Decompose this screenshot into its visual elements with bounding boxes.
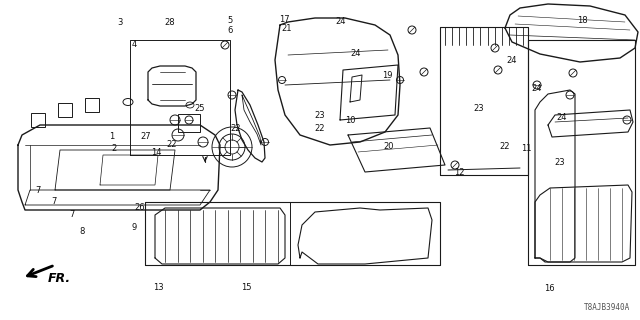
Text: 19: 19 [382,71,392,80]
Text: 24: 24 [350,49,360,58]
Text: 11: 11 [521,144,531,153]
Bar [178,114,200,132]
Text: 3: 3 [118,18,123,27]
Text: 24: 24 [507,56,517,65]
Text: 21: 21 [282,24,292,33]
Text: 16: 16 [544,284,554,293]
Text: 7: 7 [52,197,57,206]
Text: 28: 28 [164,18,175,27]
Text: 24: 24 [557,113,567,122]
Text: 20: 20 [384,142,394,151]
Text: 23: 23 [474,104,484,113]
Text: 6: 6 [228,26,233,35]
Text: 25: 25 [195,104,205,113]
Text: 26: 26 [134,203,145,212]
Text: 2: 2 [111,144,116,153]
Text: 27: 27 [141,132,151,141]
Text: 9: 9 [132,223,137,232]
Text: 5: 5 [228,16,233,25]
Bar [31,113,45,127]
Text: 23: 23 [315,111,325,120]
Bar [85,98,99,112]
Text: 7: 7 [36,186,41,195]
Text: 8: 8 [79,227,84,236]
Text: 23: 23 [555,158,565,167]
Text: 22: 22 [166,140,177,149]
Text: 24: 24 [531,84,541,93]
Text: 4: 4 [132,40,137,49]
Text: 17: 17 [280,15,290,24]
Text: 22: 22 [499,142,509,151]
Text: 22: 22 [315,124,325,132]
Text: 14: 14 [152,148,162,156]
Text: 10: 10 [346,116,356,124]
Text: 24: 24 [335,17,346,26]
Text: FR.: FR. [48,271,71,284]
Text: 15: 15 [241,284,252,292]
Text: 7: 7 [69,210,74,219]
Text: 12: 12 [454,168,465,177]
Bar [58,103,72,117]
Text: 1: 1 [109,132,115,140]
Text: T8AJB3940A: T8AJB3940A [584,303,630,312]
Text: 22: 22 [230,124,241,133]
Text: 13: 13 [154,284,164,292]
Text: 18: 18 [577,16,588,25]
